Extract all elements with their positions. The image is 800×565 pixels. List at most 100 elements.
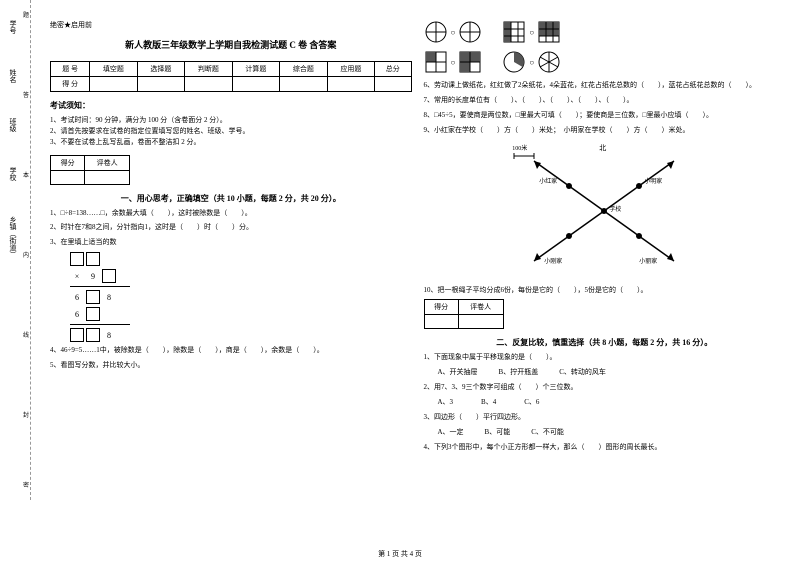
sidebar-xiangzhen: 乡镇（街道） — [8, 216, 18, 258]
circle-quarters-icon — [458, 20, 482, 44]
sidebar-xuexiao: 学校 — [8, 167, 18, 181]
digit-box — [70, 252, 84, 266]
grid-shaded-icon — [502, 20, 526, 44]
circle-thirds-icon — [502, 50, 526, 74]
sidebar-banji: 班级 — [8, 118, 18, 132]
cut-label: 本 — [23, 170, 29, 179]
compare-circle: ○ — [451, 28, 456, 37]
question-9: 9、小红家在学校（ ）方（ ）米处； 小明家在学校（ ）方（ ）米处。 — [424, 125, 786, 137]
s2-question-3: 3、四边形（ ）平行四边形。 — [424, 412, 786, 424]
compare-circle: ○ — [529, 28, 534, 37]
digit-6: 6 — [70, 293, 84, 302]
question-1: 1、□÷8=138……□，余数最大填（ ），这时被除数是（ ）。 — [50, 208, 412, 220]
math-row: × 9 — [70, 269, 412, 283]
th: 选择题 — [137, 62, 184, 77]
notice-title: 考试须知： — [50, 100, 412, 111]
reviewer-cell: 评卷人 — [85, 155, 130, 170]
question-5: 5、看图写分数，并比较大小。 — [50, 360, 412, 372]
s2-question-4: 4、下列3个图形中，每个小正方形都一样大，那么（ ）图形的周长最长。 — [424, 442, 786, 454]
digit-box — [86, 252, 100, 266]
cut-label: 内 — [23, 250, 29, 259]
score-cell: 得分 — [424, 300, 458, 315]
exam-title: 新人教版三年级数学上学期自我检测试题 C 卷 含答案 — [50, 38, 412, 51]
digit-8: 8 — [102, 331, 116, 340]
xiaoming-label: 小明家 — [644, 176, 662, 185]
score-cell: 得分 — [51, 155, 85, 170]
school-label: 学校 — [609, 204, 621, 213]
compare-circle: ○ — [451, 58, 456, 67]
th: 应用题 — [327, 62, 374, 77]
th: 题 号 — [51, 62, 90, 77]
circle-quarters-icon — [424, 20, 448, 44]
question-2: 2、时针在7和8之间，分针指向1，这时是（ ）时（ ）分。 — [50, 222, 412, 234]
cut-label: 封 — [23, 410, 29, 419]
th: 判断题 — [185, 62, 232, 77]
digit-8: 8 — [102, 293, 116, 302]
reviewer-cell: 评卷人 — [458, 300, 503, 315]
question-10: 10、把一根绳子平均分成6份，每份是它的（ ），5份是它的（ ）。 — [424, 285, 786, 297]
scale-label: 100米 — [512, 143, 527, 152]
left-column: 绝密★启用前 新人教版三年级数学上学期自我检测试题 C 卷 含答案 题 号 填空… — [50, 20, 412, 457]
score-mini-table: 得分评卷人 — [50, 155, 130, 185]
digit-9: 9 — [86, 272, 100, 281]
cut-label: 题 — [23, 10, 29, 19]
shape-group: ○ — [502, 20, 561, 44]
math-line — [70, 324, 130, 325]
notice-line: 1、考试时间：90 分钟，满分为 100 分（含卷面分 2 分）。 — [50, 115, 412, 126]
map-diagram: 100米 北 小红家 小明家 学校 小刚家 小丽家 — [504, 141, 704, 281]
page-footer: 第 1 页 共 4 页 — [0, 549, 800, 559]
xiaogang-label: 小刚家 — [544, 256, 562, 265]
right-column: ○ ○ ○ ○ 6、劳动课上做纸花，红红做了2朵纸花，4朵蓝花，红花占纸花总数的… — [424, 20, 786, 457]
instructions: 1、考试时间：90 分钟，满分为 100 分（含卷面分 2 分）。 2、请首先按… — [50, 115, 412, 149]
fold-line: 题 答 本 内 线 封 密 — [30, 0, 31, 500]
digit-box — [86, 290, 100, 304]
question-6: 6、劳动课上做纸花，红红做了2朵纸花，4朵蓝花，红花占纸花总数的（ ），蓝花占纸… — [424, 80, 786, 92]
fraction-shapes-row2: ○ ○ — [424, 50, 786, 74]
digit-box — [86, 328, 100, 342]
s2-question-1: 1、下面现象中属于平移现象的是（ ）。 — [424, 352, 786, 364]
th: 综合题 — [280, 62, 327, 77]
score-table: 题 号 填空题 选择题 判断题 计算题 综合题 应用题 总分 得 分 — [50, 61, 412, 92]
cut-label: 线 — [23, 330, 29, 339]
math-line — [70, 286, 130, 287]
th: 计算题 — [232, 62, 279, 77]
question-3: 3、在里填上适当的数 — [50, 237, 412, 249]
math-row: 6 — [70, 307, 412, 321]
cut-label: 答 — [23, 90, 29, 99]
math-row: 6 8 — [70, 290, 412, 304]
question-4: 4、46÷9=5……1中，被除数是（ ），除数是（ ），商是（ ），余数是（ ）… — [50, 345, 412, 357]
score-mini-table-2: 得分评卷人 — [424, 299, 504, 329]
th: 填空题 — [90, 62, 137, 77]
north-label: 北 — [599, 143, 606, 153]
sidebar-xuehao: 学号 — [8, 20, 18, 34]
confidential-tag: 绝密★启用前 — [50, 20, 412, 30]
sidebar-xingming: 姓名 — [8, 69, 18, 83]
math-row: 8 — [70, 328, 412, 342]
shape-group: ○ — [502, 50, 561, 74]
section2-title: 二、反复比较，慎重选择（共 8 小题，每题 2 分，共 16 分）。 — [424, 337, 786, 348]
digit-box — [102, 269, 116, 283]
square-shaded-icon — [458, 50, 482, 74]
question-8: 8、□45÷5，要使商是两位数，□里最大可填（ ）；要使商是三位数，□里最小应填… — [424, 110, 786, 122]
page-content: 绝密★启用前 新人教版三年级数学上学期自我检测试题 C 卷 含答案 题 号 填空… — [0, 0, 800, 467]
notice-line: 2、请首先按要求在试卷的指定位置填写您的姓名、班级、学号。 — [50, 126, 412, 137]
s2-question-2: 2、用7、3、9三个数字可组成（ ）个三位数。 — [424, 382, 786, 394]
compare-circle: ○ — [529, 58, 534, 67]
digit-6: 6 — [70, 310, 84, 319]
question-7: 7、常用的长度单位有（ ）、（ ）、（ ）、（ ）、（ ）。 — [424, 95, 786, 107]
cut-label: 密 — [23, 480, 29, 489]
digit-box — [86, 307, 100, 321]
grid-shaded-icon — [537, 20, 561, 44]
digit-box — [70, 328, 84, 342]
xiaoli-label: 小丽家 — [639, 256, 657, 265]
circle-sixths-icon — [537, 50, 561, 74]
table-row: 得 分 — [51, 77, 412, 92]
table-row: 题 号 填空题 选择题 判断题 计算题 综合题 应用题 总分 — [51, 62, 412, 77]
math-row — [70, 252, 412, 266]
s2-q1-options: A、开关抽屉 B、拧开瓶盖 C、转动的风车 — [424, 367, 786, 379]
shape-group: ○ — [424, 50, 483, 74]
fraction-shapes-row1: ○ ○ — [424, 20, 786, 44]
notice-line: 3、不要在试卷上乱写乱画，卷面不整洁扣 2 分。 — [50, 137, 412, 148]
map-svg — [504, 141, 704, 281]
td: 得 分 — [51, 77, 90, 92]
